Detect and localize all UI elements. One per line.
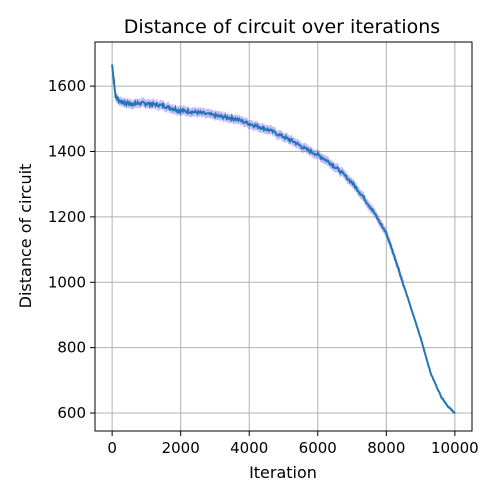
data-point [395,261,398,264]
x-tick-label: 0 [107,439,117,457]
grid [95,42,472,431]
data-point [114,95,117,98]
data-point [234,118,237,120]
y-tick-label: 1000 [48,273,86,291]
data-point [131,103,134,105]
data-point [268,129,271,132]
data-point [406,294,408,297]
data-point [190,110,192,113]
y-axis-label: Distance of circuit [16,164,35,309]
data-point [337,168,340,171]
data-point [111,64,113,66]
data-point [292,140,295,143]
y-tick-label: 1400 [48,143,86,161]
x-tick-label: 2000 [162,439,200,457]
plot-frame [94,41,473,432]
x-tick-label: 8000 [367,439,405,457]
data-point [385,232,388,235]
data-point [138,102,141,104]
y-tick-label: 800 [57,339,86,357]
data-point [152,103,155,105]
data-point [200,112,203,114]
data-point [419,337,422,339]
data-point [430,372,432,375]
data-point [351,181,353,184]
data-point [371,209,374,212]
series-line [111,64,456,414]
data-point [179,109,182,112]
data-point [454,412,456,414]
data-point [327,160,329,163]
x-tick-label: 6000 [299,439,337,457]
data-point [224,116,227,118]
data-point [248,122,251,125]
y-tick-label: 600 [57,404,86,422]
data-point [118,100,120,102]
data-point [361,194,364,197]
x-tick-label: 4000 [230,439,268,457]
chart-title: Distance of circuit over iterations [124,16,440,38]
x-axis-label: Iteration [249,463,317,482]
data-point [214,114,216,117]
data-point [162,104,165,107]
data-point [316,153,319,156]
data-point [447,405,449,408]
data-point [303,147,305,150]
data-point [258,126,261,128]
data-point [125,102,127,104]
series-layer [111,60,456,415]
y-tick-label: 1600 [48,77,86,95]
axis-ticks: 0 2000 4000 6000 8000 10000 600 800 1000 1200 1400… [48,77,479,457]
data-point [173,108,175,110]
data-point [145,102,148,105]
y-tick-label: 1200 [48,208,86,226]
x-tick-label: 10000 [431,439,479,457]
data-point [282,135,285,138]
data-point [440,395,442,398]
